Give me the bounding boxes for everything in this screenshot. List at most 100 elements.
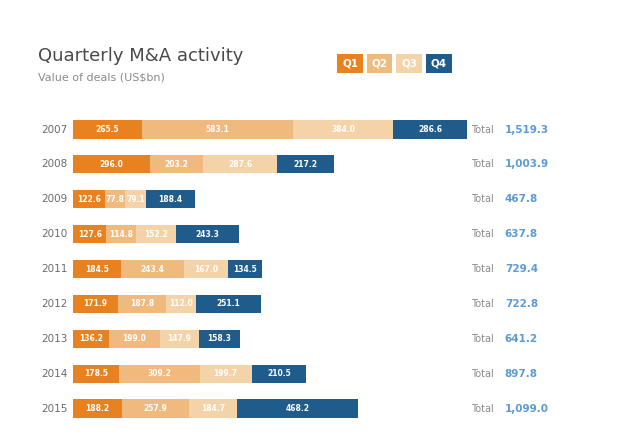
- Bar: [150, 155, 203, 173]
- Text: Total: Total: [472, 159, 494, 169]
- FancyBboxPatch shape: [426, 54, 452, 73]
- Bar: [198, 330, 240, 348]
- Text: 309.2: 309.2: [148, 369, 171, 378]
- Text: 2013: 2013: [41, 334, 67, 344]
- Text: Total: Total: [472, 403, 494, 414]
- Bar: [73, 295, 118, 313]
- Text: 467.8: 467.8: [505, 194, 538, 204]
- Text: 257.9: 257.9: [144, 404, 168, 413]
- Text: 2011: 2011: [41, 264, 67, 274]
- Bar: [176, 225, 239, 243]
- Text: 2014: 2014: [41, 369, 67, 379]
- Text: Total: Total: [472, 125, 494, 135]
- Text: 178.5: 178.5: [84, 369, 108, 378]
- Text: 188.4: 188.4: [158, 195, 182, 204]
- Bar: [227, 260, 263, 278]
- Bar: [73, 190, 105, 209]
- Text: 243.4: 243.4: [141, 264, 165, 274]
- Text: 2010: 2010: [41, 229, 67, 239]
- Bar: [109, 330, 160, 348]
- FancyBboxPatch shape: [396, 54, 422, 73]
- Text: Value of deals (US$bn): Value of deals (US$bn): [38, 73, 165, 82]
- Text: 147.9: 147.9: [167, 334, 192, 343]
- Text: 210.5: 210.5: [267, 369, 291, 378]
- Bar: [73, 121, 142, 139]
- Bar: [125, 190, 146, 209]
- Text: 184.5: 184.5: [85, 264, 109, 274]
- Text: 127.6: 127.6: [78, 230, 102, 238]
- Bar: [252, 365, 306, 383]
- Text: 265.5: 265.5: [96, 125, 119, 134]
- Bar: [73, 260, 121, 278]
- Text: 722.8: 722.8: [505, 299, 538, 309]
- Bar: [136, 225, 176, 243]
- Bar: [73, 365, 119, 383]
- Text: 122.6: 122.6: [77, 195, 101, 204]
- Bar: [142, 121, 293, 139]
- Text: Q3: Q3: [401, 58, 417, 68]
- Bar: [293, 121, 393, 139]
- Text: Total: Total: [472, 229, 494, 239]
- Text: Total: Total: [472, 299, 494, 309]
- Text: 187.8: 187.8: [130, 299, 154, 308]
- Text: 897.8: 897.8: [505, 369, 538, 379]
- Bar: [118, 295, 166, 313]
- Text: 468.2: 468.2: [286, 404, 310, 413]
- Text: 167.0: 167.0: [194, 264, 218, 274]
- Text: 188.2: 188.2: [85, 404, 110, 413]
- Bar: [203, 155, 278, 173]
- Text: 79.1: 79.1: [126, 195, 145, 204]
- Text: 243.3: 243.3: [195, 230, 219, 238]
- Text: 641.2: 641.2: [505, 334, 538, 344]
- Text: Q1: Q1: [342, 58, 358, 68]
- Bar: [195, 295, 261, 313]
- Text: 1,519.3: 1,519.3: [505, 125, 549, 135]
- Text: 1,099.0: 1,099.0: [505, 403, 549, 414]
- Bar: [393, 121, 467, 139]
- Text: 2009: 2009: [41, 194, 67, 204]
- Text: 2008: 2008: [41, 159, 67, 169]
- Bar: [160, 330, 198, 348]
- Bar: [73, 330, 109, 348]
- Bar: [200, 365, 252, 383]
- Bar: [278, 155, 333, 173]
- Text: 583.1: 583.1: [206, 125, 230, 134]
- Text: 199.0: 199.0: [122, 334, 146, 343]
- Text: 296.0: 296.0: [100, 160, 124, 169]
- Bar: [121, 260, 184, 278]
- Bar: [189, 400, 237, 418]
- Bar: [105, 190, 125, 209]
- Text: Total: Total: [472, 334, 494, 344]
- Text: 729.4: 729.4: [505, 264, 538, 274]
- Text: Q2: Q2: [372, 58, 387, 68]
- Text: 114.8: 114.8: [109, 230, 133, 238]
- Bar: [73, 155, 150, 173]
- Text: 1,003.9: 1,003.9: [505, 159, 549, 169]
- Text: 112.0: 112.0: [169, 299, 193, 308]
- Text: 2015: 2015: [41, 403, 67, 414]
- FancyBboxPatch shape: [367, 54, 392, 73]
- Text: 203.2: 203.2: [165, 160, 188, 169]
- Text: Total: Total: [472, 264, 494, 274]
- Text: 171.9: 171.9: [84, 299, 107, 308]
- Text: 199.7: 199.7: [214, 369, 237, 378]
- Bar: [119, 365, 200, 383]
- Text: 158.3: 158.3: [207, 334, 231, 343]
- Bar: [122, 400, 189, 418]
- Bar: [237, 400, 359, 418]
- Text: 2007: 2007: [41, 125, 67, 135]
- Text: 286.6: 286.6: [418, 125, 442, 134]
- Text: 134.5: 134.5: [233, 264, 257, 274]
- Bar: [166, 295, 195, 313]
- Text: Quarterly M&A activity: Quarterly M&A activity: [38, 47, 243, 65]
- Text: 2012: 2012: [41, 299, 67, 309]
- Text: Total: Total: [472, 369, 494, 379]
- Bar: [106, 225, 136, 243]
- Text: 152.2: 152.2: [144, 230, 168, 238]
- Bar: [146, 190, 195, 209]
- Text: 217.2: 217.2: [293, 160, 318, 169]
- FancyBboxPatch shape: [337, 54, 363, 73]
- Text: 637.8: 637.8: [505, 229, 538, 239]
- Text: Total: Total: [472, 194, 494, 204]
- Text: 184.7: 184.7: [201, 404, 225, 413]
